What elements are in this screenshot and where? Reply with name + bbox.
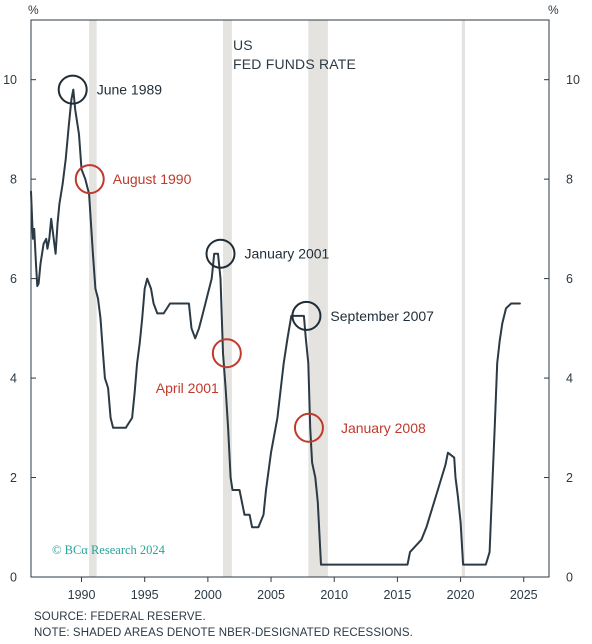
annotations: June 1989 August 1990 January 2001 April 20… [57, 74, 434, 443]
y-tick-label-left: 0 [10, 571, 17, 585]
x-tick-label: 2015 [383, 588, 411, 602]
y-tick-label-right: 6 [566, 272, 573, 286]
annotation-label: August 1990 [113, 171, 192, 187]
y-tick-label-left: 2 [10, 471, 17, 485]
x-tick-label: 2020 [447, 588, 475, 602]
y-tick-label-right: 0 [566, 571, 573, 585]
annotation-label: January 2008 [341, 420, 426, 436]
x-tick-label: 2025 [510, 588, 538, 602]
y-tick-label-right: 2 [566, 471, 573, 485]
recession-band [308, 20, 328, 577]
x-tick-label: 1990 [68, 588, 96, 602]
y-tick-label-right: 8 [566, 173, 573, 187]
series-layer [30, 88, 521, 566]
series-line-fed-funds [30, 88, 521, 566]
recession-shading [89, 20, 465, 577]
y-unit-right: % [548, 3, 559, 17]
annotation-label: June 1989 [97, 82, 163, 98]
recession-note: NOTE: SHADED AREAS DENOTE NBER-DESIGNATE… [34, 627, 413, 639]
plot-frame [30, 19, 550, 578]
y-tick-label-left: 6 [10, 272, 17, 286]
recession-band [461, 20, 465, 577]
watermark: © BCα Research 2024 [52, 543, 166, 557]
annotation-label: September 2007 [330, 308, 434, 324]
cut-marker [211, 338, 242, 369]
x-tick-label: 2000 [194, 588, 222, 602]
recession-band [223, 20, 232, 577]
annotation-label: January 2001 [245, 246, 330, 262]
source-note: SOURCE: FEDERAL RESERVE. [34, 611, 206, 623]
axis-ticks: 1990 1995 2000 2005 2010 2015 2020 2025 0 0 2 2 4 4 6 6… [3, 73, 580, 602]
cut-marker [293, 412, 324, 443]
y-tick-label-right: 10 [566, 73, 580, 87]
peak-marker [57, 74, 88, 105]
x-tick-label: 2010 [320, 588, 348, 602]
x-tick-label: 1995 [131, 588, 159, 602]
cut-marker [74, 164, 105, 195]
chart-title-line-2: FED FUNDS RATE [233, 56, 356, 72]
y-tick-label-left: 10 [3, 73, 17, 87]
peak-marker [205, 238, 236, 269]
annotation-label: April 2001 [156, 380, 219, 396]
y-unit-left: % [28, 3, 39, 17]
peak-marker [291, 300, 322, 331]
x-tick-label: 2005 [257, 588, 285, 602]
y-tick-label-left: 8 [10, 173, 17, 187]
recession-band [89, 20, 97, 577]
y-tick-label-right: 4 [566, 372, 573, 386]
chart-title-line-1: US [233, 37, 253, 53]
y-tick-label-left: 4 [10, 372, 17, 386]
